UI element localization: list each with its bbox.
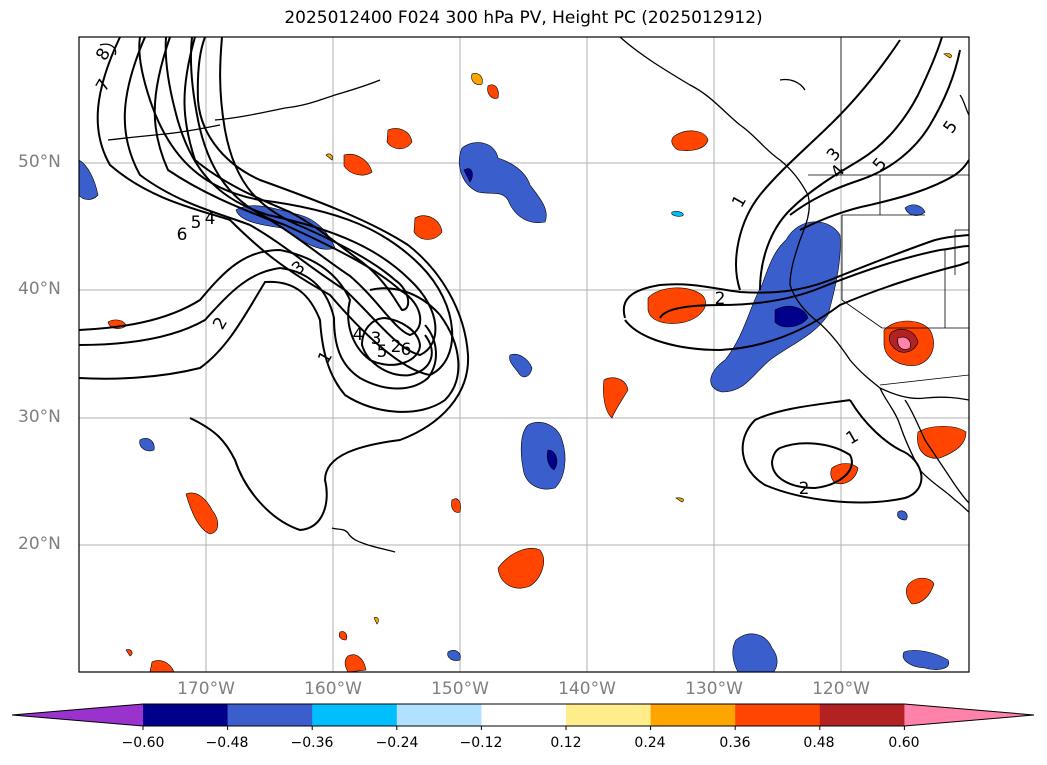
- contour-label: 5: [869, 154, 891, 175]
- positive-pv-anomalies: [107, 53, 967, 672]
- lat-label-30n: 30°N: [18, 407, 61, 427]
- colorbar-swatch: [481, 704, 567, 726]
- lat-label-20n: 20°N: [18, 534, 61, 554]
- contour-label: 6: [401, 340, 412, 360]
- map-frame: [78, 36, 970, 673]
- colorbar-swatch: [819, 704, 905, 726]
- colorbar-tick: 0.12: [550, 735, 582, 751]
- map-title: 2025012400 F024 300 hPa PV, Height PC (2…: [284, 8, 763, 28]
- lon-label-140w: 140°W: [558, 679, 616, 699]
- contour-label: 2: [209, 314, 232, 333]
- contour-label: 6: [177, 225, 188, 245]
- negative-pv-anomalies: [79, 142, 950, 672]
- contour-label: 1: [314, 348, 337, 367]
- contour-label: 4: [205, 209, 216, 229]
- lon-label-130w: 130°W: [685, 679, 743, 699]
- colorbar-tick: 0.60: [888, 735, 920, 751]
- lat-label-40n: 40°N: [18, 279, 61, 299]
- contour-label: 2: [391, 337, 402, 357]
- contour-label: 1: [728, 192, 751, 211]
- colorbar-swatch: [396, 704, 482, 726]
- colorbar-swatch: [312, 704, 398, 726]
- colorbar-extend-low: [12, 704, 143, 726]
- colorbar-tick: −0.60: [121, 735, 165, 751]
- colorbar-swatch: [143, 704, 229, 726]
- colorbar-swatch: [227, 704, 313, 726]
- colorbar-tick: −0.24: [375, 735, 419, 751]
- contour-label: 3: [371, 329, 382, 349]
- coastlines: [99, 37, 969, 553]
- borders: [808, 37, 969, 386]
- contour-label: 1: [843, 426, 862, 449]
- gridlines: [79, 37, 969, 672]
- contour-label: 2: [799, 479, 810, 499]
- colorbar-extend-high: [904, 704, 1034, 726]
- colorbar-tick: −0.48: [205, 735, 249, 751]
- contour-label: 4: [353, 325, 364, 345]
- lat-label-50n: 50°N: [18, 152, 61, 172]
- lon-label-170w: 170°W: [177, 679, 235, 699]
- colorbar-swatch: [650, 704, 736, 726]
- contour-label: 5: [377, 342, 388, 362]
- contour-label: 5: [191, 213, 202, 233]
- contour-label: 8: [92, 45, 115, 64]
- colorbar-tick: 0.48: [803, 735, 835, 751]
- contour-label: 2: [715, 289, 726, 309]
- lon-label-120w: 120°W: [812, 679, 870, 699]
- colorbar-tick: −0.12: [459, 735, 503, 751]
- contour-label: 5: [940, 117, 963, 137]
- lon-label-150w: 150°W: [431, 679, 489, 699]
- lon-label-160w: 160°W: [304, 679, 362, 699]
- colorbar-tick: 0.36: [719, 735, 751, 751]
- height-contours: [79, 37, 969, 532]
- colorbar-swatch: [566, 704, 652, 726]
- colorbar-swatch: [735, 704, 821, 726]
- colorbar-tick: 0.24: [634, 735, 666, 751]
- colorbar: [11, 703, 1035, 730]
- colorbar-tick: −0.36: [290, 735, 334, 751]
